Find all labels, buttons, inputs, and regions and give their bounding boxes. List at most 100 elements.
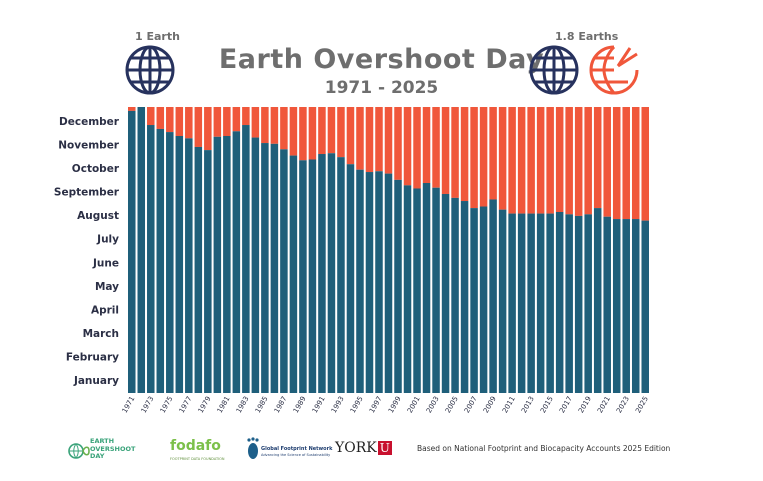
earth-overshoot-day-logo-icon: [68, 443, 90, 459]
bar-2025: [641, 220, 649, 393]
overshoot-bar-1988: [289, 107, 298, 156]
earth-overshoot-day-logo-text: EARTH OVERSHOOT DAY: [90, 437, 136, 460]
fodafo-logo: fodafo: [170, 438, 221, 454]
one-earth-label: 1 Earth: [135, 30, 180, 43]
bar-2016: [555, 211, 564, 393]
bar-1998: [384, 173, 393, 393]
bar-1989: [299, 160, 307, 393]
bar-1995: [356, 169, 364, 393]
x-tick-label-1987: 1987: [273, 395, 289, 414]
bar-1971: [128, 110, 136, 393]
bar-2013: [527, 213, 535, 393]
overshoot-bar-1994: [346, 107, 355, 165]
x-tick-label-1973: 1973: [140, 395, 156, 414]
overshoot-bar-1990: [308, 107, 317, 160]
bar-2019: [584, 214, 592, 393]
x-tick-label-1995: 1995: [349, 395, 365, 414]
overshoot-bar-1998: [384, 107, 393, 174]
overshoot-bar-2013: [527, 107, 535, 214]
x-tick-label-1983: 1983: [235, 395, 251, 414]
bar-2000: [403, 185, 412, 393]
y-tick-label-may: May: [95, 281, 119, 293]
bar-1997: [375, 171, 383, 393]
bar-1994: [346, 164, 355, 393]
overshoot-bar-2020: [593, 107, 602, 209]
bar-1972: [137, 107, 146, 393]
fodafo-logo-subtitle: FOOTPRINT DATA FOUNDATION: [170, 457, 225, 461]
overshoot-bar-2016: [555, 107, 564, 212]
overshoot-bar-1974: [156, 107, 165, 129]
x-tick-label-2015: 2015: [539, 395, 555, 414]
overshoot-bar-2006: [460, 107, 469, 202]
y-tick-label-june: June: [92, 257, 119, 269]
bar-2014: [536, 213, 545, 393]
one-earth-globe-icon: [125, 45, 175, 95]
overshoot-bar-2023: [622, 107, 630, 220]
bar-1999: [394, 179, 402, 393]
bar-2008: [479, 206, 488, 393]
x-tick-label-2009: 2009: [482, 395, 498, 414]
bar-1976: [175, 135, 184, 394]
global-footprint-network-logo: Global Footprint Network Advancing the S…: [261, 446, 333, 457]
x-tick-label-2025: 2025: [634, 395, 650, 414]
bar-2010: [498, 209, 507, 393]
overshoot-bar-2009: [489, 107, 497, 200]
bar-2003: [432, 187, 440, 393]
overshoot-bar-1987: [280, 107, 288, 150]
overshoot-bar-1991: [318, 107, 326, 155]
overshoot-bar-1995: [356, 107, 364, 170]
bar-1975: [166, 132, 174, 393]
bar-2023: [622, 219, 630, 393]
bar-1973: [147, 125, 155, 394]
x-tick-label-1997: 1997: [368, 395, 384, 414]
overshoot-bar-1989: [299, 107, 307, 161]
overshoot-bar-1984: [251, 107, 260, 138]
x-tick-label-2013: 2013: [520, 395, 536, 414]
overshoot-bar-1976: [175, 107, 184, 136]
earths-needed-label: 1.8 Earths: [555, 30, 619, 43]
x-tick-label-1991: 1991: [311, 395, 327, 414]
y-tick-label-march: March: [83, 328, 119, 340]
overshoot-bar-1982: [232, 107, 241, 132]
bar-1991: [318, 154, 326, 393]
overshoot-bar-2002: [422, 107, 431, 184]
overshoot-bar-2005: [451, 107, 459, 198]
overshoot-bar-2012: [517, 107, 526, 214]
bar-1974: [156, 128, 165, 393]
x-tick-label-2019: 2019: [577, 395, 593, 414]
bar-1980: [213, 136, 222, 394]
bar-2007: [470, 208, 478, 393]
overshoot-bar-1999: [394, 107, 402, 180]
y-tick-label-september: September: [54, 187, 120, 199]
page-title: Earth Overshoot Day: [218, 44, 545, 75]
bar-2011: [508, 213, 516, 393]
overshoot-bar-2007: [470, 107, 478, 209]
bar-2020: [593, 208, 602, 393]
y-tick-label-april: April: [91, 304, 119, 316]
overshoot-bar-2021: [603, 107, 611, 217]
bar-1992: [327, 153, 336, 393]
overshoot-bar-2022: [612, 107, 621, 220]
x-tick-label-1999: 1999: [387, 395, 403, 414]
overshoot-bar-1980: [213, 107, 222, 137]
x-tick-label-1993: 1993: [330, 395, 346, 414]
overshoot-bar-1977: [185, 107, 193, 139]
overshoot-bar-1996: [365, 107, 374, 173]
bar-1979: [204, 150, 212, 393]
overshoot-bar-2000: [403, 107, 412, 186]
x-tick-label-1985: 1985: [254, 395, 270, 414]
overshoot-bar-2018: [574, 107, 583, 216]
overshoot-bar-2001: [413, 107, 421, 189]
overshoot-bar-1973: [147, 107, 155, 126]
page-subtitle: 1971 - 2025: [324, 78, 439, 98]
bar-2022: [612, 219, 621, 393]
x-tick-label-1979: 1979: [197, 395, 213, 414]
y-tick-label-october: October: [72, 163, 120, 175]
bar-2021: [603, 216, 611, 393]
overshoot-bar-2015: [546, 107, 554, 214]
y-tick-label-january: January: [73, 375, 119, 387]
overshoot-bar-1981: [223, 107, 231, 136]
x-tick-label-1981: 1981: [216, 395, 232, 414]
overshoot-bar-1986: [270, 107, 279, 144]
x-tick-label-2023: 2023: [615, 395, 631, 414]
